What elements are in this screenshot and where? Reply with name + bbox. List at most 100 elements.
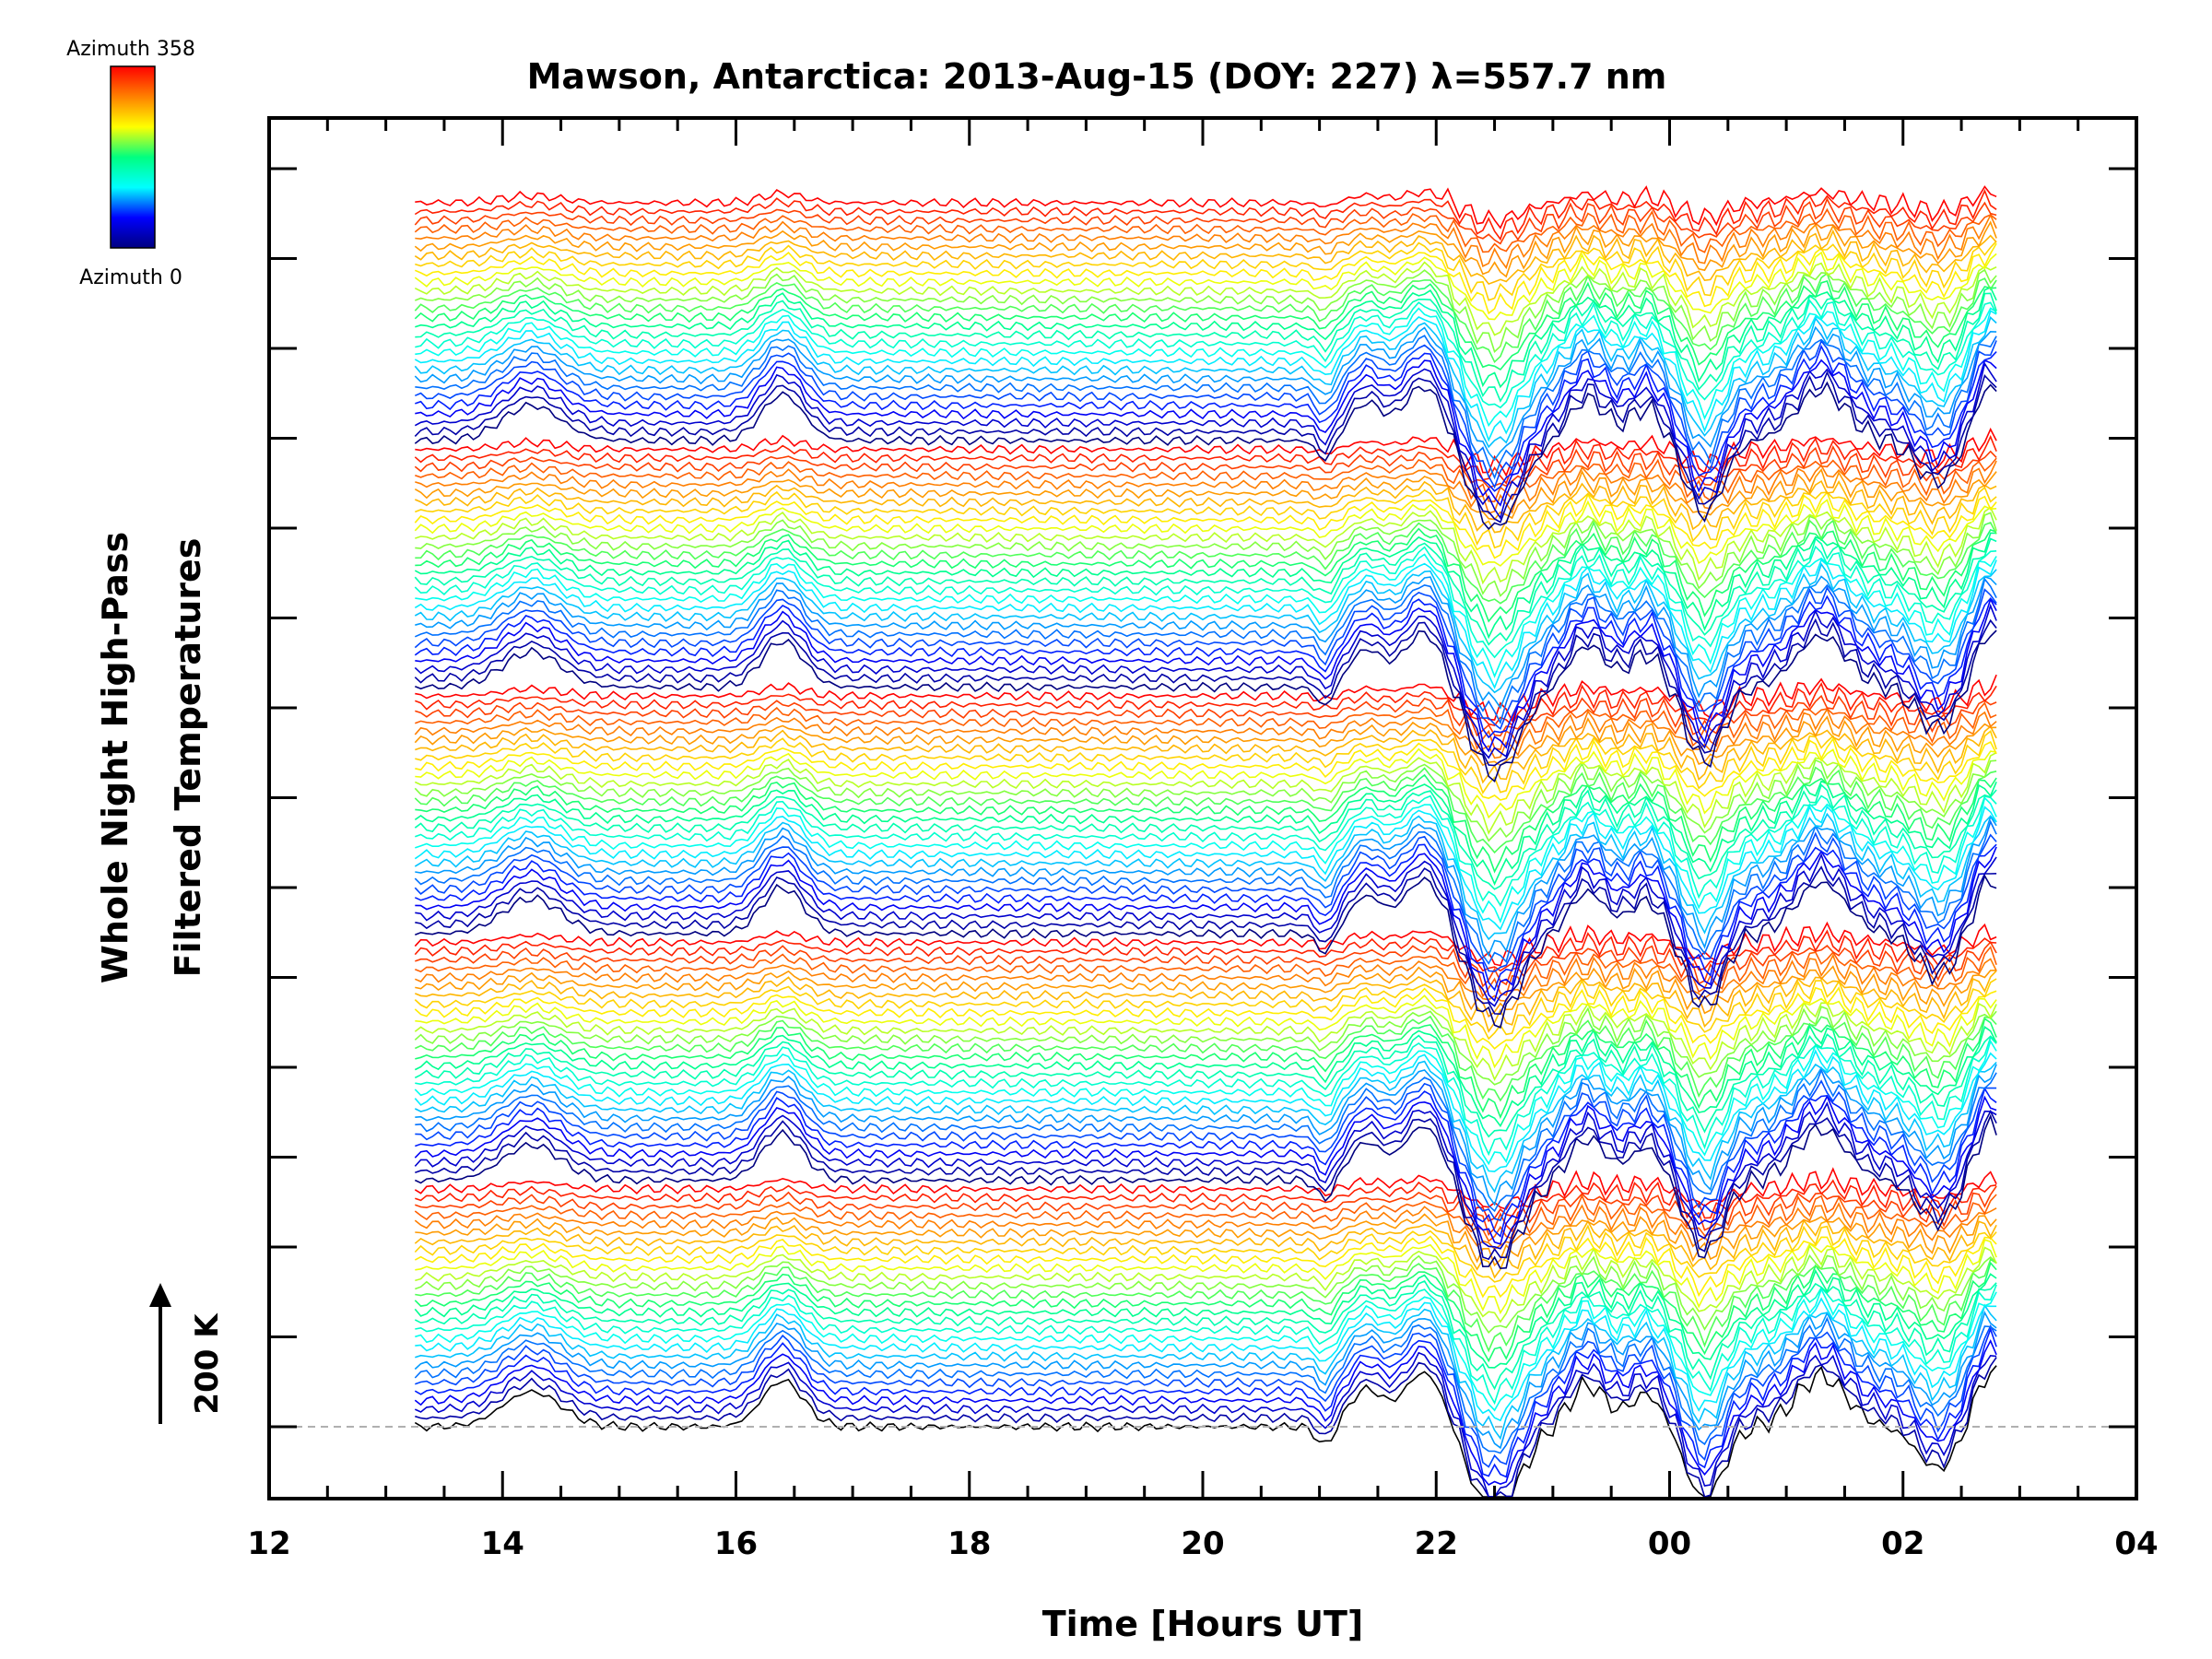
temperature-trace [415, 1109, 1997, 1261]
temperature-trace [414, 537, 1997, 646]
temperature-trace [415, 486, 1997, 549]
temperature-trace [415, 1324, 1997, 1468]
temperature-trace [414, 445, 1997, 488]
temperature-trace [415, 1357, 1997, 1498]
temperature-trace [414, 780, 1997, 886]
temperature-trace [414, 715, 1997, 767]
temperature-trace [414, 978, 1997, 1041]
temperature-trace [415, 773, 1997, 874]
temperature-trace [415, 629, 1997, 783]
temperature-trace [415, 519, 1997, 605]
temperature-trace [414, 1006, 1997, 1086]
temperature-trace [414, 499, 1997, 567]
temperature-trace [415, 796, 1997, 924]
temperature-trace [414, 310, 1997, 442]
temperature-trace [415, 674, 1997, 723]
temperature-trace [415, 1239, 1997, 1315]
temperature-trace [415, 874, 1997, 1029]
temperature-trace [414, 618, 1997, 767]
temperature-trace [415, 965, 1997, 1018]
x-tick-label: 18 [947, 1525, 991, 1562]
temperature-trace [414, 229, 1997, 286]
temperature-trace [415, 1035, 1997, 1157]
temperature-trace [415, 597, 1997, 753]
y-axis-ticks [269, 167, 2136, 1429]
temperature-trace [414, 577, 1997, 725]
temperature-trace [414, 1033, 1997, 1138]
temperature-trace [415, 457, 1997, 503]
temperature-trace [415, 460, 1997, 515]
temperature-trace [415, 299, 1997, 409]
temperature-trace [415, 970, 1997, 1033]
temperature-trace [414, 325, 1997, 462]
temperature-trace [415, 1079, 1997, 1221]
temperature-trace [414, 1094, 1997, 1245]
temperature-trace [414, 272, 1997, 364]
y-axis-label-line2: Filtered Temperatures [168, 538, 208, 978]
chart-title: Mawson, Antarctica: 2013-Aug-15 (DOY: 22… [527, 56, 1667, 97]
temperature-trace [414, 479, 1997, 534]
temperature-trace [414, 381, 1997, 531]
x-axis-label: Time [Hours UT] [1042, 1604, 1364, 1644]
temperature-trace [414, 1101, 1997, 1250]
temperature-trace [414, 759, 1997, 842]
temperature-trace [415, 185, 1997, 229]
temperature-trace [414, 1261, 1997, 1363]
temperature-trace [415, 553, 1997, 678]
temperature-trace [414, 280, 1997, 371]
temperature-trace [414, 1113, 1997, 1270]
temperature-trace [415, 682, 1997, 727]
temperature-trace [415, 1017, 1997, 1120]
temperature-trace [414, 1060, 1997, 1194]
temperature-trace [414, 1351, 1997, 1498]
temperature-trace [415, 1243, 1997, 1324]
temperature-trace [415, 286, 1997, 389]
x-tick-label: 12 [247, 1525, 290, 1562]
temperature-trace [414, 594, 1997, 739]
temperature-trace [414, 1015, 1997, 1102]
temperature-trace [415, 1303, 1997, 1441]
temperature-trace [414, 251, 1997, 321]
colorbar-top-label: Azimuth 358 [66, 38, 195, 61]
temperature-trace [415, 506, 1997, 585]
temperature-trace [414, 1339, 1997, 1487]
temperature-trace [415, 1284, 1997, 1406]
temperature-trace [414, 468, 1997, 521]
temperature-trace [415, 853, 1997, 1007]
temperature-trace [414, 545, 1997, 659]
temperature-trace [414, 1167, 1997, 1210]
temperature-trace [415, 335, 1997, 480]
temperature-trace [415, 1253, 1997, 1335]
temperature-trace [414, 220, 1997, 278]
temperature-trace [415, 1068, 1997, 1213]
temperature-trace [414, 812, 1997, 941]
temperature-trace [414, 1039, 1997, 1166]
temperature-trace [414, 1311, 1997, 1450]
temperature-trace [415, 694, 1997, 737]
temperature-trace [415, 512, 1997, 597]
x-axis-ticks [267, 118, 2138, 1499]
temperature-trace [414, 805, 1997, 931]
azimuth-colorbar: Azimuth 358 Azimuth 0 [66, 38, 195, 289]
temperature-trace [415, 359, 1997, 507]
temperature-trace [414, 707, 1997, 759]
temperature-trace [414, 1268, 1997, 1369]
temperature-trace [414, 1279, 1997, 1391]
temperature-trace [414, 1194, 1997, 1242]
temperature-trace [414, 603, 1997, 759]
temperature-trace [414, 843, 1997, 992]
x-axis-tick-labels: 12 14 16 18 20 22 00 02 04 [247, 1525, 2158, 1562]
x-tick-label: 00 [1648, 1525, 1691, 1562]
temperature-trace [414, 242, 1997, 315]
temperature-trace [414, 1049, 1997, 1172]
temperature-trace [415, 575, 1997, 710]
temperature-trace [414, 766, 1997, 854]
temperature-trace [414, 921, 1997, 967]
y-axis-label-line1: Whole Night High-Pass [95, 532, 135, 983]
temperature-trace [414, 1365, 1997, 1498]
temperature-scale-bar: 200 K [149, 1283, 226, 1424]
temperature-trace [414, 1202, 1997, 1251]
temperature-trace [414, 562, 1997, 694]
x-tick-label: 14 [481, 1525, 524, 1562]
